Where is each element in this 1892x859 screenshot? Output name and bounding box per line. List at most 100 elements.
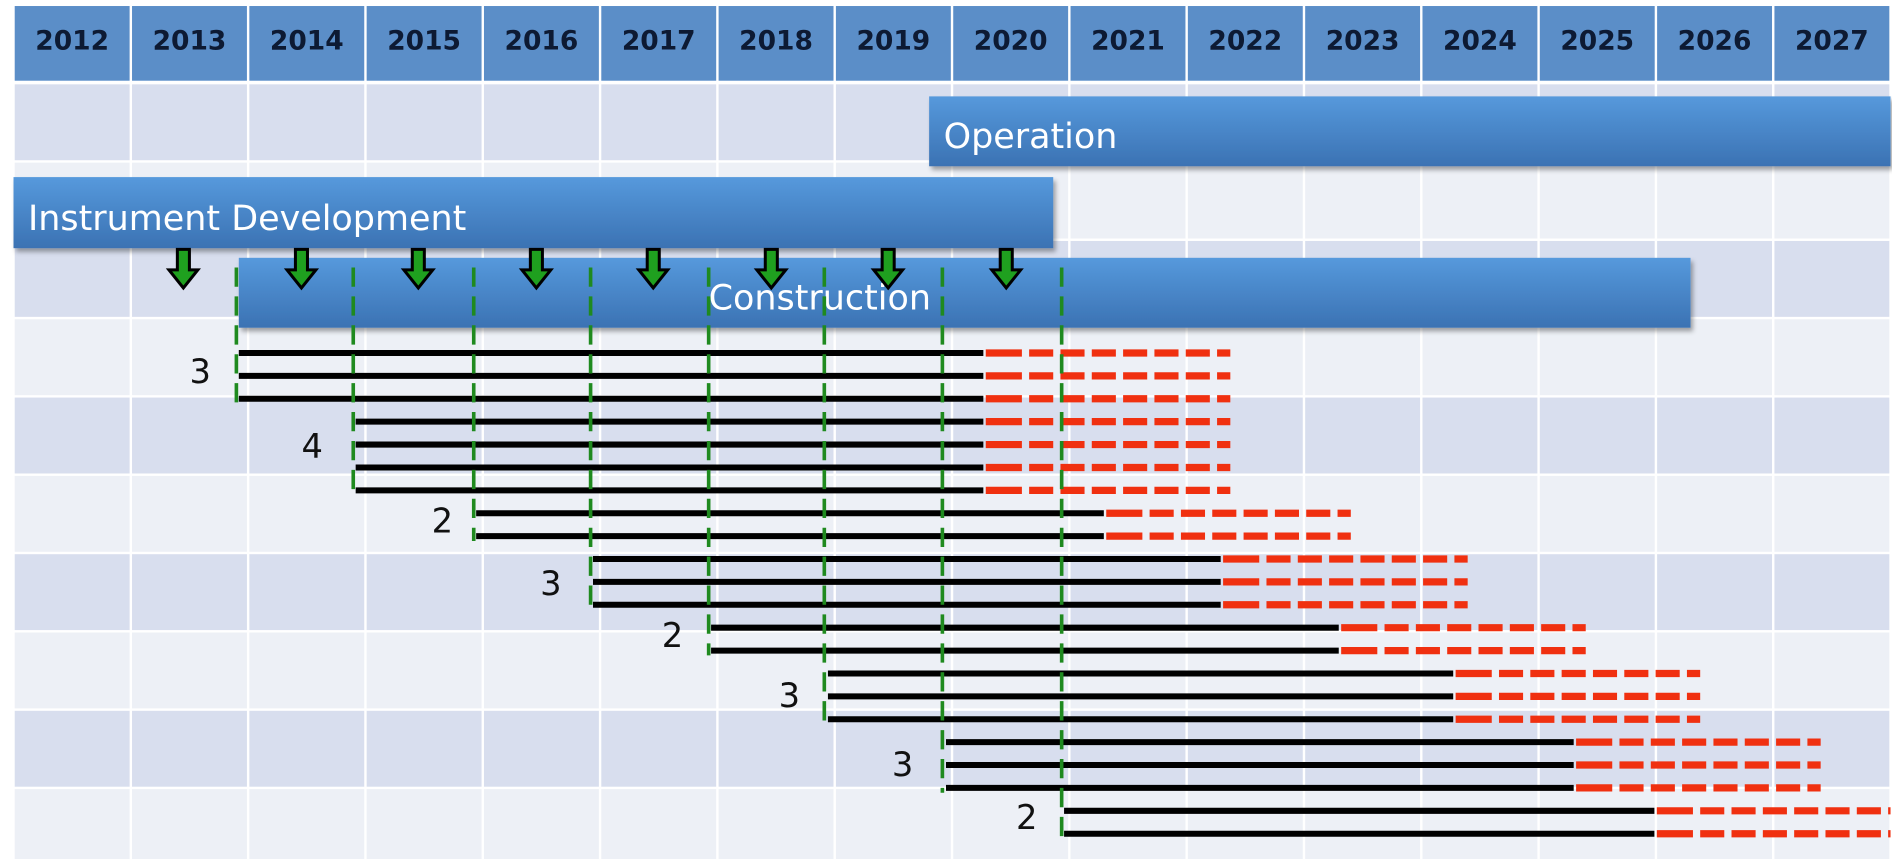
grid-cell — [1187, 319, 1303, 396]
grid-cell — [835, 789, 951, 859]
grid-cell — [249, 475, 365, 552]
grid-cell — [1422, 475, 1538, 552]
grid-cell — [366, 710, 482, 787]
header-cell — [835, 6, 951, 81]
grid-cell — [1187, 162, 1303, 239]
header-cell — [14, 6, 130, 81]
arrow — [165, 247, 201, 291]
grid-cell — [14, 710, 130, 787]
grid-cell — [1422, 162, 1538, 239]
grid-cell — [1070, 710, 1186, 787]
grid-cell — [14, 397, 130, 474]
grid-cell — [953, 397, 1069, 474]
grid-cell — [718, 84, 834, 161]
grid-cell — [1774, 240, 1890, 317]
group-count: 4 — [302, 427, 323, 466]
grid-cell — [132, 710, 247, 787]
grid-cell — [1774, 475, 1890, 552]
grid-cell — [1774, 554, 1890, 631]
grid-cell — [1539, 397, 1655, 474]
grid-cell — [483, 319, 599, 396]
header-cell — [1305, 6, 1421, 81]
grid-cell — [1539, 162, 1655, 239]
header-cell — [601, 6, 717, 81]
header-cell — [718, 6, 834, 81]
year-label: 2017 — [622, 25, 696, 56]
grid-cell — [953, 319, 1069, 396]
grid-cell — [132, 475, 247, 552]
grid-cell — [1187, 789, 1303, 859]
grid-cell — [483, 554, 599, 631]
year-label: 2021 — [1091, 25, 1165, 56]
phase-label: Construction — [709, 279, 931, 319]
arrow — [870, 247, 906, 291]
year-label: 2020 — [974, 25, 1048, 56]
grid-cell — [366, 397, 482, 474]
header-cell — [1187, 6, 1303, 81]
year-label: 2022 — [1208, 25, 1282, 56]
grid-cell — [249, 789, 365, 859]
grid-cell — [953, 789, 1069, 859]
grid-cell — [1657, 710, 1773, 787]
grid-cell — [132, 397, 247, 474]
grid-cell — [718, 632, 834, 709]
header-cell — [1422, 6, 1538, 81]
year-label: 2018 — [739, 25, 813, 56]
grid-cell — [1774, 397, 1890, 474]
year-label: 2013 — [153, 25, 227, 56]
header-cell — [1774, 6, 1890, 81]
grid-cell — [366, 84, 482, 161]
arrow — [753, 247, 789, 291]
group-count: 3 — [540, 564, 561, 603]
grid-cell — [718, 789, 834, 859]
grid-cell — [1070, 397, 1186, 474]
grid-cell — [1774, 710, 1890, 787]
grid-cell — [483, 710, 599, 787]
grid-cell — [1305, 319, 1421, 396]
grid-cell — [1657, 554, 1773, 631]
grid-cell — [132, 554, 247, 631]
grid-cell — [14, 319, 130, 396]
group-count: 2 — [1016, 798, 1037, 837]
grid-cell — [14, 240, 130, 317]
grid-cell — [249, 397, 365, 474]
grid-cell — [14, 554, 130, 631]
grid-cell — [1305, 554, 1421, 631]
grid-cell — [601, 84, 717, 161]
year-label: 2024 — [1443, 25, 1517, 56]
grid-cell — [1657, 162, 1773, 239]
grid-cell — [1657, 319, 1773, 396]
arrow — [518, 247, 554, 291]
grid-cell — [1539, 475, 1655, 552]
grid-cell — [1657, 789, 1773, 859]
grid-cell — [1305, 710, 1421, 787]
grid-cell — [483, 789, 599, 859]
header-cell — [953, 6, 1069, 81]
grid-cell — [718, 710, 834, 787]
grid-cell — [1774, 632, 1890, 709]
year-label: 2015 — [387, 25, 461, 56]
group-count: 2 — [432, 502, 453, 541]
grid-cell — [1422, 319, 1538, 396]
grid-cell — [1187, 710, 1303, 787]
year-label: 2027 — [1795, 25, 1869, 56]
phase-bar — [238, 257, 1691, 328]
grid-cell — [953, 710, 1069, 787]
grid-cell — [1422, 554, 1538, 631]
grid-cell — [249, 554, 365, 631]
group-count: 3 — [190, 352, 211, 391]
grid-cell — [1657, 475, 1773, 552]
grid-cell — [953, 554, 1069, 631]
grid-cell — [1187, 554, 1303, 631]
group-count: 3 — [779, 676, 800, 715]
group-count: 2 — [662, 616, 683, 655]
year-label: 2016 — [505, 25, 579, 56]
grid-cell — [249, 710, 365, 787]
grid-cell — [835, 319, 951, 396]
year-label: 2026 — [1678, 25, 1752, 56]
grid-cell — [601, 319, 717, 396]
header-cell — [1657, 6, 1773, 81]
grid-cell — [1070, 319, 1186, 396]
